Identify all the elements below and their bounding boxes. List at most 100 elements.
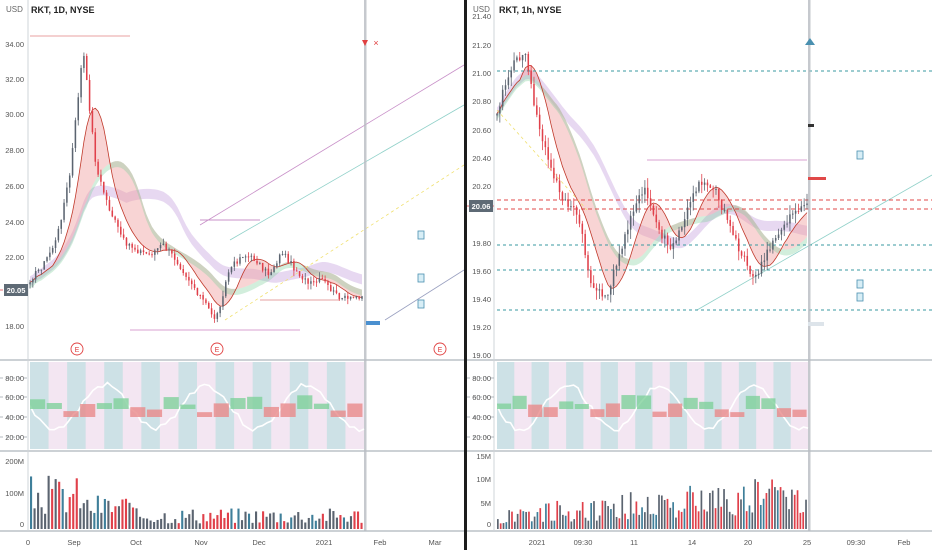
- earnings-marker: [433, 342, 447, 356]
- candle-body: [103, 181, 105, 193]
- volume-bar: [33, 508, 36, 529]
- volume-bar: [692, 492, 694, 529]
- candle-body: [652, 205, 655, 215]
- candle-body: [700, 181, 703, 185]
- trend-line: [384, 269, 464, 321]
- candle-body: [219, 306, 221, 314]
- volume-bar: [545, 503, 547, 529]
- volume-bar: [593, 501, 595, 529]
- candle-body: [783, 224, 786, 230]
- earnings-marker-label: E: [75, 347, 80, 354]
- volume-bar: [163, 513, 166, 529]
- candle-body: [669, 244, 672, 250]
- price-axis-label: 20.20: [472, 182, 491, 191]
- candle-body: [77, 97, 80, 121]
- right-chart-canvas[interactable]: 21.40 21.20 21.00 20.80 20.60 20.40 20.20 19.80…: [467, 0, 932, 550]
- candle-body: [524, 53, 527, 56]
- oscillator-bar: [776, 408, 792, 417]
- volume-bar: [805, 499, 807, 529]
- candle-body: [165, 243, 167, 251]
- volume-bar: [595, 520, 598, 529]
- candle-body: [250, 255, 253, 257]
- volume-bar: [754, 479, 756, 529]
- candle-body: [330, 285, 332, 292]
- volume-bar: [286, 522, 289, 529]
- volume-bar: [511, 511, 513, 529]
- volume-bar: [61, 488, 64, 529]
- candle-body: [536, 105, 538, 115]
- volume-bar: [276, 522, 279, 529]
- pane-divider[interactable]: [464, 0, 467, 550]
- price-marker: [808, 177, 826, 180]
- volume-bar: [505, 522, 508, 529]
- volume-bar: [776, 490, 779, 529]
- price-axis-label: 21.40: [472, 12, 491, 21]
- candle-body: [763, 260, 766, 262]
- volume-bar: [731, 514, 734, 529]
- time-axis-label: 2021: [529, 538, 546, 547]
- volume-bar: [658, 494, 660, 529]
- earnings-marker-label: E: [215, 347, 220, 354]
- volume-bar: [346, 521, 349, 529]
- volume-bar: [353, 511, 356, 529]
- candle-body: [678, 230, 680, 241]
- oscillator-bar: [247, 396, 263, 409]
- candle-body: [37, 269, 40, 272]
- volume-bar: [230, 508, 233, 529]
- oscillator-axis-label: 80.00: [5, 374, 24, 383]
- oscillator-bar: [230, 398, 246, 409]
- oscillator-zone: [141, 362, 160, 449]
- volume-bar: [195, 520, 198, 529]
- right-chart-pane[interactable]: 21.40 21.20 21.00 20.80 20.60 20.40 20.20 19.80…: [467, 0, 932, 550]
- candle-body: [182, 269, 185, 274]
- candle-body: [185, 273, 187, 277]
- candle-body: [521, 55, 524, 61]
- candle-body: [672, 243, 675, 250]
- volume-bar: [686, 491, 689, 529]
- left-chart-pane[interactable]: 34.00 32.00 30.00 28.00 26.00 24.00 22.00 18.00…: [0, 0, 464, 550]
- volume-bar: [717, 488, 720, 529]
- volume-bar: [135, 508, 138, 529]
- volume-bar: [723, 489, 725, 529]
- candle-body: [114, 216, 116, 220]
- volume-bar: [629, 492, 632, 529]
- candle-body: [735, 234, 737, 239]
- candle-body: [609, 286, 612, 295]
- candle-body: [154, 250, 156, 255]
- oscillator-bar: [113, 398, 129, 409]
- candle-body: [270, 272, 272, 276]
- candle-body: [236, 261, 238, 264]
- crosshair-line: [364, 0, 367, 531]
- volume-bar: [547, 503, 550, 529]
- volume-bar: [567, 511, 570, 529]
- ma-ribbon-mid: [497, 75, 807, 266]
- candle-body: [145, 252, 148, 254]
- oscillator-bar: [745, 395, 760, 409]
- oscillator-axis-label: 20.00: [5, 433, 24, 442]
- volume-bar: [728, 511, 731, 529]
- flag-icon: [856, 150, 864, 160]
- candle-body: [128, 243, 131, 246]
- oscillator-bar: [280, 403, 296, 417]
- candle-body: [757, 273, 760, 275]
- candle-body: [242, 257, 244, 259]
- candle-body: [624, 234, 626, 249]
- candle-body: [769, 249, 771, 251]
- left-chart-canvas[interactable]: 34.00 32.00 30.00 28.00 26.00 24.00 22.00 18.00…: [0, 0, 464, 550]
- volume-bar: [314, 520, 317, 529]
- candle-body: [281, 253, 284, 255]
- volume-bar: [615, 516, 618, 529]
- candle-body: [604, 295, 606, 297]
- oscillator-bar: [714, 409, 729, 417]
- time-axis-label: 20: [744, 538, 752, 547]
- ma-ribbon-fast: [497, 65, 807, 289]
- volume-bar: [114, 506, 117, 529]
- candle-body: [516, 57, 518, 61]
- candle-body: [137, 249, 139, 254]
- candle-body: [227, 272, 230, 282]
- volume-bar: [75, 478, 78, 529]
- oscillator-line: [496, 384, 809, 432]
- volume-axis-label: 100M: [5, 489, 24, 498]
- volume-bar: [757, 481, 759, 529]
- oscillator-axis-label: 40.00: [5, 413, 24, 422]
